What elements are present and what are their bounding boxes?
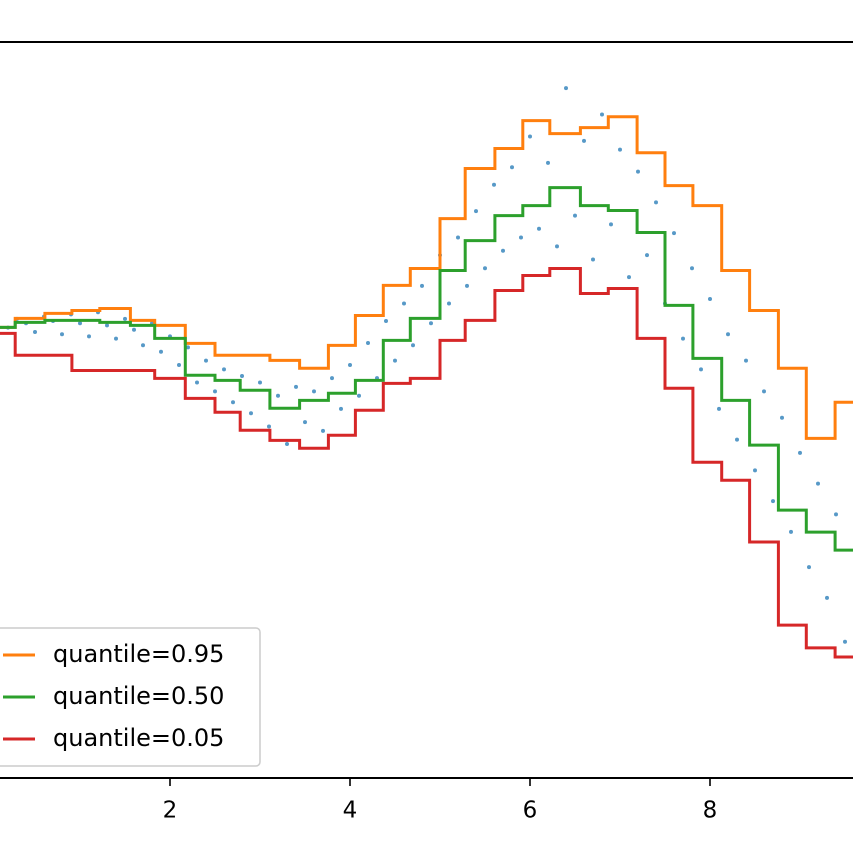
scatter-point: [60, 332, 64, 337]
scatter-point: [33, 330, 37, 335]
scatter-point: [105, 323, 109, 328]
scatter-point: [393, 358, 397, 363]
scatter-point: [249, 411, 253, 416]
scatter-point: [204, 358, 208, 363]
axes-frame: [0, 41, 853, 779]
scatter-point: [87, 334, 91, 339]
scatter-point: [519, 235, 523, 240]
scatter-point: [123, 316, 127, 321]
scatter-point: [159, 349, 163, 354]
scatter-point: [636, 169, 640, 174]
scatter-point: [420, 283, 424, 288]
scatter-point: [231, 400, 235, 405]
scatter-point: [555, 244, 559, 249]
scatter-point: [339, 406, 343, 411]
x-tick-label: 4: [343, 798, 358, 824]
step-line: [0, 267, 853, 659]
scatter-point: [294, 384, 298, 389]
scatter-point: [312, 389, 316, 394]
scatter-point: [717, 406, 721, 411]
scatter-point: [627, 275, 631, 280]
scatter-point: [357, 393, 361, 398]
scatter-point: [573, 213, 577, 218]
plot-area: [0, 86, 853, 659]
scatter-point: [654, 200, 658, 205]
scatter-point: [582, 138, 586, 143]
scatter-point: [807, 565, 811, 570]
scatter-point: [114, 336, 118, 341]
scatter-point: [483, 266, 487, 271]
scatter-point: [384, 319, 388, 324]
scatter-point: [402, 301, 406, 306]
scatter-point: [816, 481, 820, 486]
scatter-point: [285, 442, 289, 447]
scatter-point: [195, 380, 199, 385]
scatter-point: [276, 393, 280, 398]
scatter-point: [465, 283, 469, 288]
legend: quantile=0.95 quantile=0.50 quantile=0.05: [0, 627, 261, 767]
scatter-point: [753, 468, 757, 473]
scatter-point: [267, 424, 271, 429]
scatter-point: [843, 639, 847, 644]
scatter-point: [780, 415, 784, 420]
scatter-point: [213, 389, 217, 394]
scatter-point: [456, 235, 460, 240]
scatter-point: [726, 332, 730, 337]
scatter-point: [177, 362, 181, 367]
scatter-point: [564, 86, 568, 91]
scatter-point: [303, 420, 307, 425]
scatter-point: [258, 380, 262, 385]
scatter-point: [330, 376, 334, 381]
scatter-point: [834, 512, 838, 517]
scatter-point: [762, 389, 766, 394]
scatter-point: [321, 428, 325, 433]
scatter-point: [618, 147, 622, 152]
scatter-point: [411, 343, 415, 348]
scatter-point: [645, 253, 649, 258]
scatter-point: [771, 499, 775, 504]
x-tick-label: 6: [523, 798, 538, 824]
scatter-point: [735, 437, 739, 442]
x-tick-label: 8: [703, 798, 718, 824]
scatter-point: [501, 248, 505, 253]
scatter-point: [744, 358, 748, 363]
scatter-point: [789, 529, 793, 534]
scatter-point: [366, 340, 370, 345]
scatter-point: [591, 257, 595, 262]
scatter-point: [609, 222, 613, 227]
step-line: [0, 115, 853, 440]
step-line: [0, 186, 853, 552]
scatter-point: [510, 165, 514, 170]
legend-box: [0, 627, 261, 767]
scatter-point: [186, 345, 190, 350]
scatter-point: [546, 160, 550, 165]
scatter-point: [474, 209, 478, 214]
scatter-point: [681, 336, 685, 341]
scatter-point: [222, 367, 226, 372]
x-tick-label: 2: [163, 798, 178, 824]
scatter-point: [537, 226, 541, 231]
scatter-point: [348, 362, 352, 367]
legend-label: quantile=0.95: [53, 640, 224, 668]
scatter-point: [492, 182, 496, 187]
scatter-point: [240, 373, 244, 378]
scatter-point: [78, 321, 82, 326]
scatter-point: [798, 450, 802, 455]
scatter-point: [708, 297, 712, 302]
scatter-point: [672, 231, 676, 236]
scatter-point: [825, 595, 829, 600]
scatter-point: [528, 134, 532, 139]
scatter-point: [699, 367, 703, 372]
legend-label: quantile=0.05: [53, 724, 224, 752]
scatter-point: [447, 301, 451, 306]
scatter-point: [132, 327, 136, 332]
scatter-point: [141, 343, 145, 348]
scatter-point: [429, 321, 433, 326]
scatter-point: [600, 112, 604, 117]
scatter-point: [690, 266, 694, 271]
legend-label: quantile=0.50: [53, 682, 224, 710]
